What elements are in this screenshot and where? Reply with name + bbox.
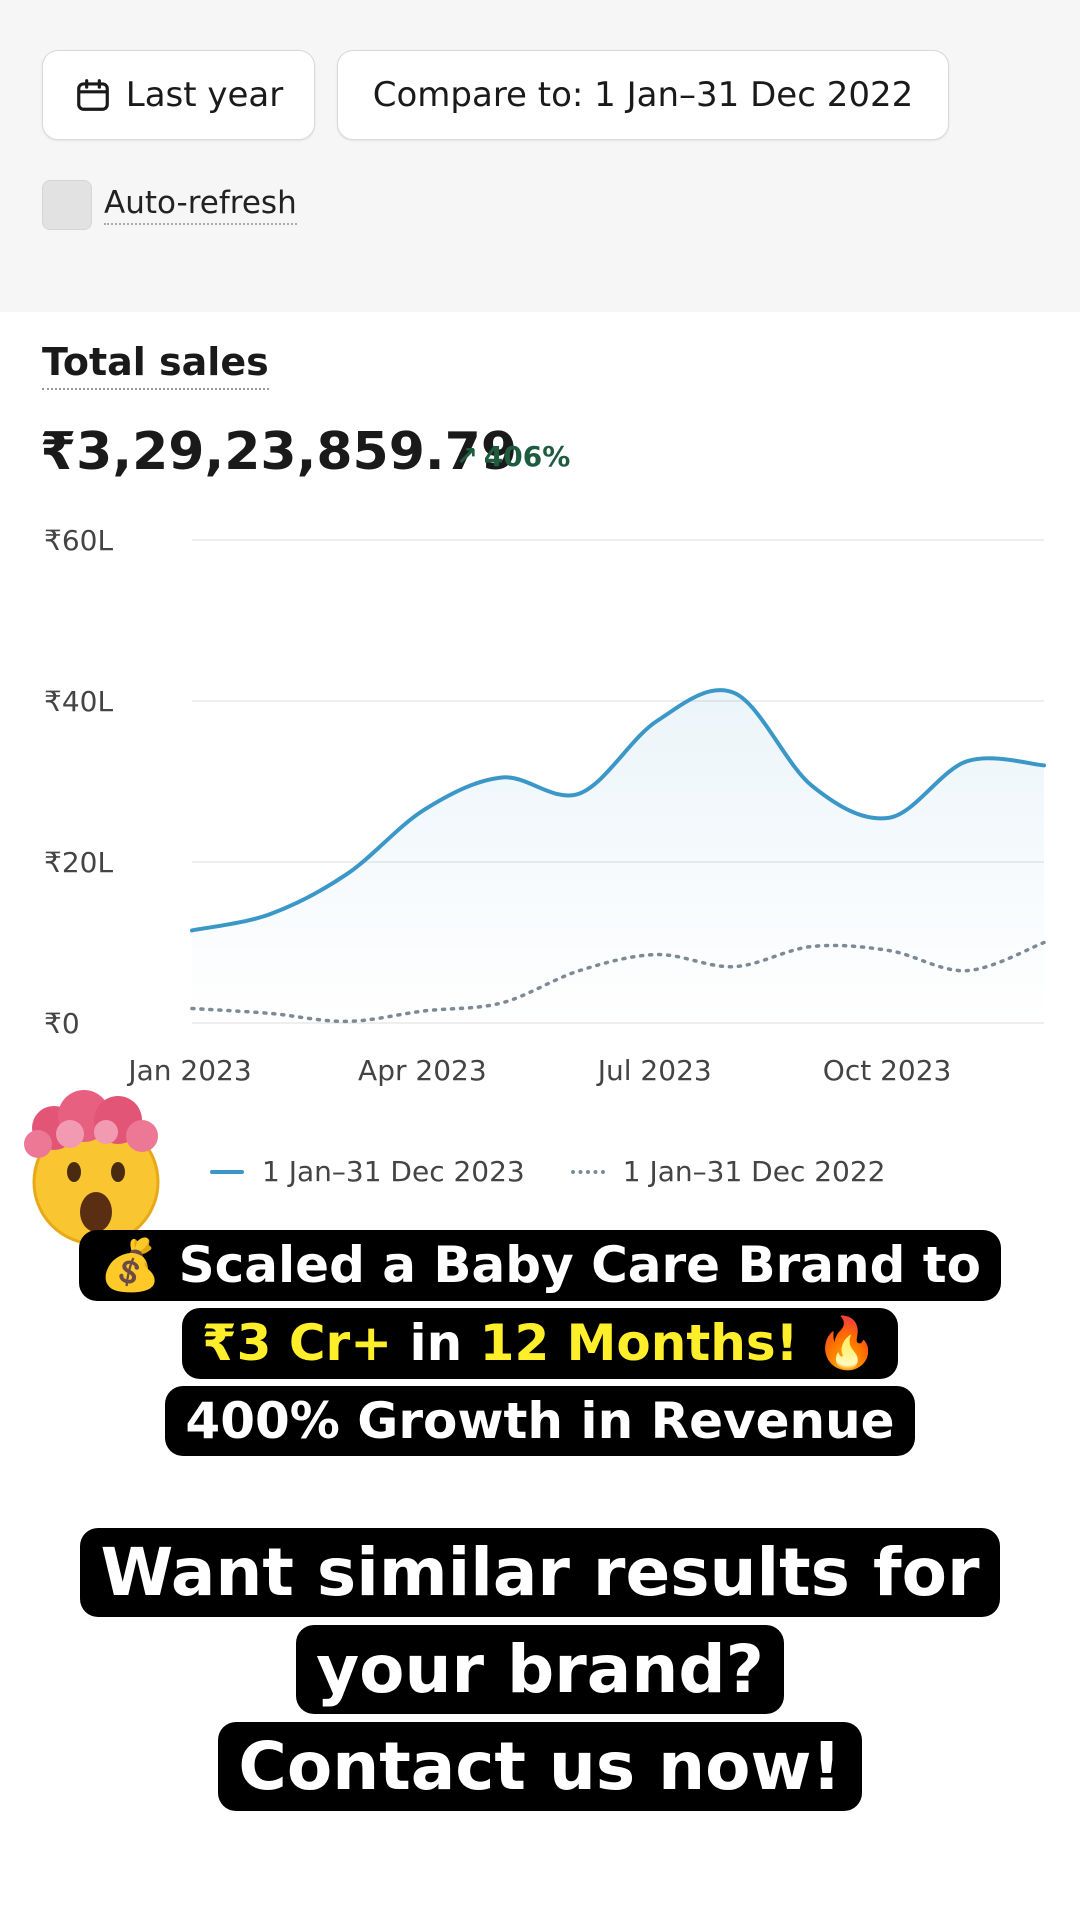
contact-us-button[interactable]: Contact us now!	[218, 1722, 862, 1811]
y-tick-label: ₹60L	[44, 524, 113, 557]
growth-badge: ↗ 406%	[456, 440, 570, 473]
legend-solid-line-icon	[210, 1169, 244, 1174]
legend-item-2023[interactable]: 1 Jan–31 Dec 2023	[210, 1155, 525, 1188]
calendar-icon	[76, 79, 109, 111]
total-sales-value: ₹3,29,23,859.79	[40, 422, 518, 482]
promo-line-2: ₹3 Cr+ in 12 Months! 🔥	[0, 1308, 1080, 1379]
money-bag-icon: 💰	[98, 1236, 162, 1294]
series-line-2023[interactable]	[190, 688, 1046, 933]
cta-line-1: Want similar results for	[0, 1528, 1080, 1617]
series-area-2023	[192, 690, 1044, 1023]
date-range-label: Last year	[125, 75, 284, 115]
x-tick-label: Jan 2023	[126, 1054, 251, 1087]
sales-line-chart[interactable]: ₹60L ₹40L ₹20L ₹0 Jan 2023 Apr 2023 Jul 2023 Oc…	[0, 510, 1080, 1110]
promo-box-2: ₹3 Cr+ in 12 Months! 🔥	[181, 1308, 899, 1379]
y-tick-label: ₹40L	[44, 685, 113, 718]
legend-item-2022[interactable]: 1 Jan–31 Dec 2022	[570, 1155, 886, 1188]
x-tick-label: Oct 2023	[823, 1054, 952, 1087]
compare-button[interactable]: Compare to: 1 Jan–31 Dec 2022	[337, 50, 949, 140]
auto-refresh-checkbox[interactable]	[42, 180, 92, 230]
legend-dotted-line-icon	[570, 1169, 605, 1174]
cta-box-1: Want similar results for	[80, 1528, 1000, 1617]
x-tick-label: Jul 2023	[596, 1054, 712, 1087]
fire-icon: 🔥	[815, 1314, 879, 1372]
cta-line-2: your brand?	[0, 1625, 1080, 1714]
y-tick-label: ₹0	[44, 1007, 80, 1040]
arrow-up-right-icon: ↗	[456, 441, 478, 472]
sales-card	[0, 312, 1080, 1212]
x-tick-label: Apr 2023	[358, 1054, 487, 1087]
chart-legend: 1 Jan–31 Dec 2023 1 Jan–31 Dec 2022	[210, 1155, 932, 1188]
promo-headline: Scaled a Baby Care Brand to	[178, 1236, 982, 1294]
promo-line-3: 400% Growth in Revenue	[0, 1386, 1080, 1456]
series-line-2022[interactable]	[190, 940, 1046, 1024]
compare-label: Compare to: 1 Jan–31 Dec 2022	[372, 75, 914, 115]
cta-box-2: your brand?	[296, 1625, 784, 1714]
promo-connector: in	[392, 1314, 480, 1372]
promo-box-3: 400% Growth in Revenue	[165, 1386, 915, 1456]
legend-label-2023: 1 Jan–31 Dec 2023	[262, 1155, 525, 1188]
total-sales-title[interactable]: Total sales	[42, 340, 269, 390]
promo-line-1: 💰 Scaled a Baby Care Brand to	[0, 1230, 1080, 1301]
growth-value: 406%	[483, 440, 571, 473]
promo-amount: ₹3 Cr+	[201, 1314, 393, 1372]
date-range-button[interactable]: Last year	[42, 50, 315, 140]
auto-refresh-toggle[interactable]: Auto-refresh	[42, 180, 297, 230]
filter-bar: Last year Compare to: 1 Jan–31 Dec 2022 …	[0, 0, 1080, 312]
cta-line-3: Contact us now!	[0, 1722, 1080, 1811]
y-tick-label: ₹20L	[44, 846, 113, 879]
promo-box-1: 💰 Scaled a Baby Care Brand to	[78, 1230, 1002, 1301]
mind-blown-emoji-icon	[24, 1090, 160, 1246]
auto-refresh-label: Auto-refresh	[104, 185, 297, 225]
legend-label-2022: 1 Jan–31 Dec 2022	[622, 1155, 886, 1188]
promo-duration: 12 Months!	[479, 1314, 799, 1372]
